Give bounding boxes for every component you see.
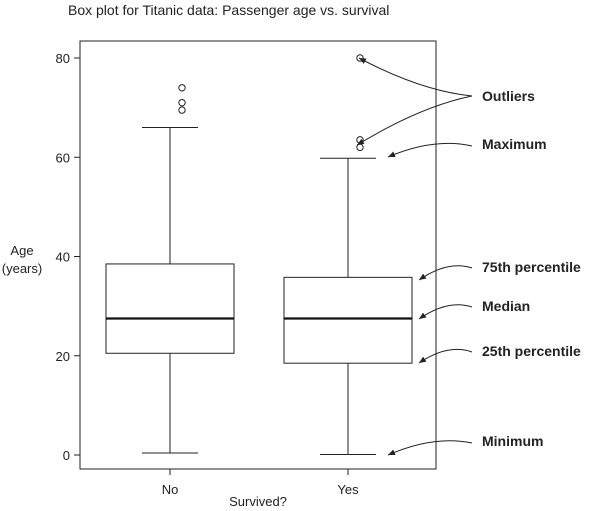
box-yes — [283, 54, 413, 456]
annotation-arrow — [387, 142, 473, 158]
box-no — [105, 84, 235, 454]
annotation-label: 75th percentile — [482, 259, 581, 275]
outlier-point — [178, 84, 186, 92]
annotation-median: Median — [418, 298, 530, 320]
iqr-box — [283, 276, 413, 364]
annotation-arrow — [387, 440, 473, 456]
annotation-75th-percentile: 75th percentile — [418, 259, 581, 281]
annotation-maximum: Maximum — [387, 136, 547, 158]
iqr-box — [105, 263, 235, 354]
y-tick-label: 20 — [56, 349, 70, 364]
annotation-label: Maximum — [482, 136, 547, 152]
annotation-label: 25th percentile — [482, 343, 581, 359]
annotation-outliers: Outliers — [356, 57, 535, 146]
y-tick-label: 60 — [56, 150, 70, 165]
x-axis: No Yes — [162, 469, 359, 497]
annotation-arrow — [356, 95, 473, 146]
y-axis-label-line-2: (years) — [2, 261, 42, 276]
annotation-25th-percentile: 25th percentile — [418, 343, 581, 364]
annotation-arrow — [418, 265, 473, 281]
annotation-minimum: Minimum — [387, 433, 543, 456]
x-tick-label: Yes — [337, 482, 359, 497]
annotations: Outliers Maximum 75th percentile Median 25th… — [356, 57, 581, 456]
x-tick-label: No — [162, 482, 179, 497]
plot-frame — [79, 40, 437, 470]
annotation-arrow — [418, 304, 473, 320]
y-axis: 0 20 40 60 80 — [56, 51, 80, 463]
annotation-arrow — [418, 349, 473, 364]
annotation-label: Median — [482, 298, 530, 314]
x-axis-label: Survived? — [229, 494, 287, 509]
y-tick-label: 0 — [63, 448, 70, 463]
annotation-label: Minimum — [482, 433, 543, 449]
outlier-point — [178, 106, 186, 114]
chart-title: Box plot for Titanic data: Passenger age… — [68, 2, 389, 18]
y-tick-label: 40 — [56, 250, 70, 265]
y-tick-label: 80 — [56, 51, 70, 66]
y-axis-label-line-1: Age — [10, 243, 33, 258]
boxes — [105, 54, 413, 456]
outlier-point — [178, 98, 186, 107]
annotation-label: Outliers — [482, 88, 535, 104]
annotation-arrow — [358, 57, 473, 97]
